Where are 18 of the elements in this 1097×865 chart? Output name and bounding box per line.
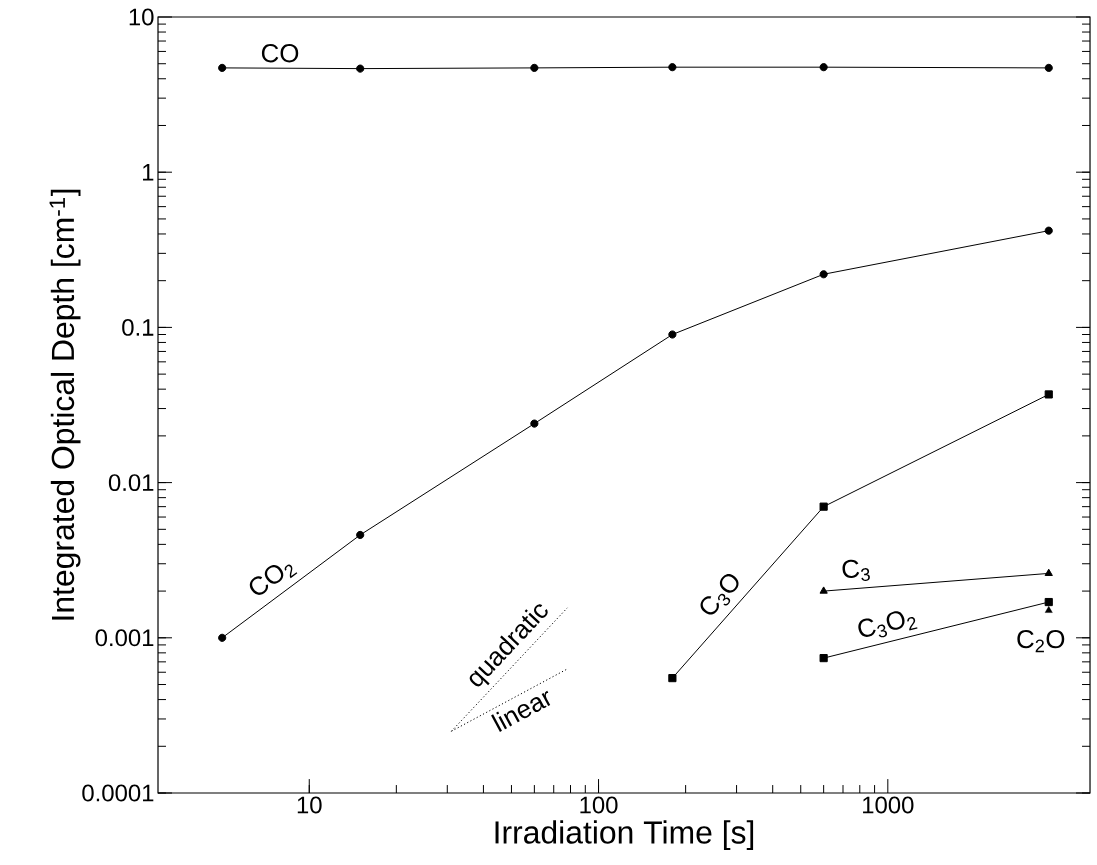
y-tick-label: 10 — [129, 8, 154, 26]
y-tick-label: 0.0001 — [82, 784, 154, 802]
series-label: C$_{3}$ — [842, 559, 870, 581]
x-tick-label: 10 — [297, 796, 322, 814]
text: linear — [491, 690, 551, 732]
x-tick-label: 100 — [580, 796, 618, 814]
y-tick-label: 1 — [143, 163, 154, 181]
y-tick-label: 0.01 — [108, 474, 154, 492]
y-axis-title: Integrated Optical Depth [cm$^{-1}$] — [49, 189, 81, 620]
y-tick-label: 0.1 — [122, 318, 154, 336]
text: CO$_{2}$ — [249, 564, 298, 595]
series-label: CO — [261, 44, 299, 63]
y-tick-label: 0.001 — [95, 629, 154, 647]
text: C$_{3}$O — [700, 574, 739, 615]
x-axis-title: Irradiation Time [s] — [495, 820, 754, 851]
x-tick-label: 1000 — [863, 796, 914, 814]
text: C$_{3}$O$_{2}$ — [858, 611, 918, 638]
legend-label: C$_{2}$O — [1017, 629, 1065, 653]
